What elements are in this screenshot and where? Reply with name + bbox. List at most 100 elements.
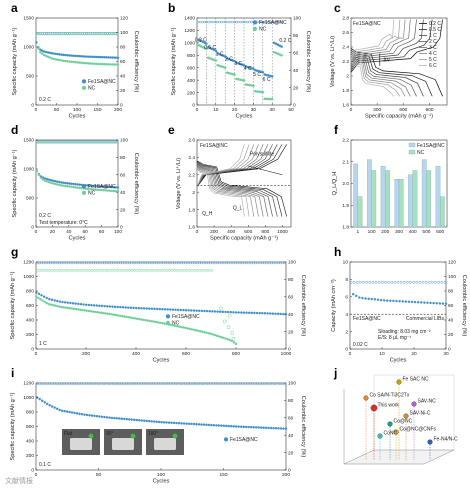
data-point-h bbox=[410, 300, 414, 304]
data-point-a bbox=[37, 47, 40, 50]
ce-point-g bbox=[183, 269, 186, 272]
data-point-g bbox=[127, 306, 130, 309]
data-point-b bbox=[214, 59, 218, 62]
data-point-a bbox=[35, 32, 38, 35]
data-point-g bbox=[161, 307, 164, 311]
data-point-d bbox=[114, 189, 118, 193]
x-tick-label-h: 0 bbox=[349, 351, 352, 357]
y2-tick-label-a: 20 bbox=[120, 88, 126, 94]
data-point-g bbox=[125, 315, 128, 319]
data-point-g bbox=[85, 309, 88, 312]
y2-tick-label-a: 80 bbox=[120, 45, 126, 51]
x-tick-label-b: 20 bbox=[232, 107, 238, 113]
data-point-h bbox=[382, 299, 386, 302]
data-point-g bbox=[92, 304, 96, 307]
data-point-i bbox=[103, 415, 106, 419]
y-tick-label-b: 1400 bbox=[184, 16, 195, 22]
ce-point-i bbox=[105, 382, 108, 386]
data-point-g bbox=[192, 328, 196, 332]
ce-point-h bbox=[390, 280, 394, 284]
ce-point-i bbox=[85, 382, 88, 386]
data-point-a bbox=[77, 61, 81, 64]
ce-point-i bbox=[77, 382, 81, 386]
legend-label-c: 1 C bbox=[429, 33, 437, 39]
y2-tick-label-a: 60 bbox=[120, 59, 126, 65]
data-point-h bbox=[385, 299, 389, 302]
data-point-i bbox=[262, 426, 265, 429]
data-point-a bbox=[58, 53, 61, 56]
legend-label-c: 4 C bbox=[429, 51, 437, 57]
data-point-i bbox=[274, 426, 278, 430]
ce-point-i bbox=[194, 382, 198, 386]
y2-tick-label-i: 0 bbox=[288, 468, 291, 474]
y-tick-label-c: 1.6 bbox=[342, 103, 349, 109]
data-point-b bbox=[242, 63, 246, 67]
data-point-g bbox=[194, 329, 198, 332]
x-axis-label-e: Specific capacity (mAh g⁻¹) bbox=[210, 236, 278, 242]
y-tick-label-h: 4 bbox=[345, 312, 348, 318]
ce-point-g bbox=[108, 269, 111, 272]
ce-point-i bbox=[152, 382, 155, 386]
y-tick-label-e: 2.2 bbox=[188, 173, 195, 179]
data-point-d bbox=[74, 182, 77, 186]
x-tick-label-e: 400 bbox=[227, 229, 235, 235]
data-point-g bbox=[211, 333, 215, 336]
ce-point-i bbox=[253, 382, 257, 386]
plot-frame-e bbox=[196, 139, 292, 228]
y2-tick-label-d: 100 bbox=[120, 138, 128, 144]
data-point-a bbox=[52, 57, 56, 61]
data-point-d bbox=[110, 189, 114, 193]
data-point-g bbox=[208, 309, 212, 313]
data-point-g bbox=[84, 303, 88, 307]
data-point-i bbox=[162, 421, 166, 424]
ce-point-i bbox=[243, 382, 247, 386]
y-tick-label-b: 0 bbox=[192, 103, 195, 109]
y-tick-label-g: 1200 bbox=[23, 260, 34, 266]
data-point-a bbox=[42, 53, 46, 57]
data-point-g bbox=[140, 318, 143, 321]
y2-tick-label-b: 20 bbox=[293, 85, 299, 91]
data-point-g bbox=[129, 306, 133, 309]
data-point-g bbox=[137, 306, 141, 310]
data-point-d bbox=[61, 181, 65, 184]
data-point-g bbox=[48, 297, 51, 301]
data-point-d bbox=[72, 182, 75, 186]
bar-f bbox=[408, 174, 413, 228]
data-point-a bbox=[44, 50, 48, 54]
y-tick-label-a: 0 bbox=[31, 103, 34, 109]
ce-point-h bbox=[359, 280, 362, 284]
charge-curve-c bbox=[350, 19, 417, 68]
ce-point-i bbox=[229, 382, 232, 386]
annotation-d: 0.2 C bbox=[39, 213, 51, 219]
data-point-i bbox=[125, 417, 129, 421]
data-point-a bbox=[72, 60, 75, 64]
data-point-h bbox=[416, 300, 420, 304]
y-tick-label-f: 2.0 bbox=[342, 181, 349, 187]
data-point-i bbox=[247, 425, 250, 429]
data-point-d bbox=[66, 182, 69, 185]
data-point-g bbox=[93, 310, 97, 314]
ce-point-g bbox=[118, 269, 121, 272]
data-point-g bbox=[51, 303, 55, 307]
ce-point-i bbox=[281, 382, 284, 386]
data-point-g bbox=[195, 309, 198, 312]
data-point-i bbox=[113, 416, 116, 420]
data-point-a bbox=[60, 53, 63, 56]
data-point-i bbox=[187, 422, 191, 426]
data-point-g bbox=[229, 310, 233, 314]
ce-point-i bbox=[110, 382, 113, 386]
data-point-g bbox=[242, 311, 246, 314]
data-point-g bbox=[95, 310, 99, 314]
data-point-a bbox=[81, 61, 85, 65]
x-tick-label-d: 40 bbox=[66, 229, 72, 235]
y2-tick-label-h: 100 bbox=[448, 274, 456, 280]
ce-point-a bbox=[50, 32, 54, 36]
y-tick-label-f: 2.2 bbox=[342, 138, 349, 144]
ce-point-a bbox=[39, 32, 43, 36]
ce-point-a bbox=[62, 32, 65, 36]
data-point-a bbox=[44, 54, 48, 58]
bar-f bbox=[412, 170, 418, 228]
data-point-d bbox=[49, 181, 53, 185]
annotation-ql-e: Q_L bbox=[233, 206, 243, 212]
data-point-d bbox=[47, 180, 51, 184]
